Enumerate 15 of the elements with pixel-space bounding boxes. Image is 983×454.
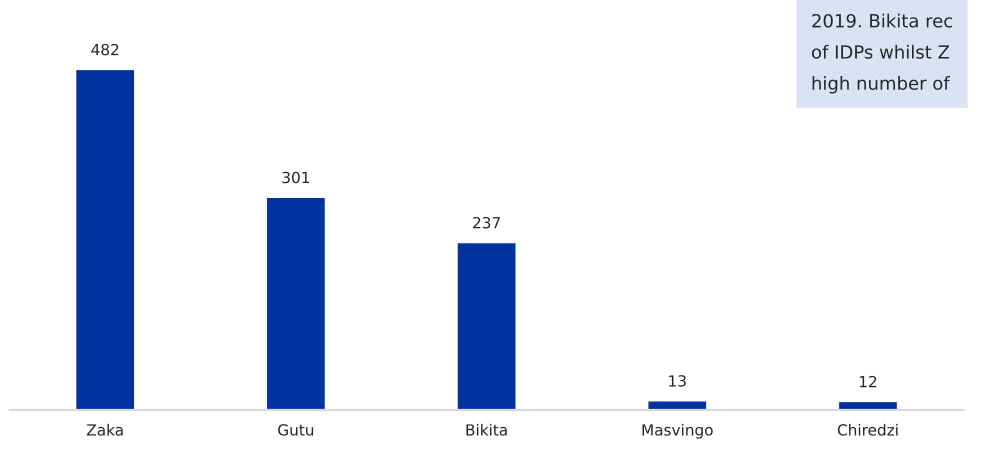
data-label: 301: [282, 172, 310, 184]
data-label: 482: [91, 44, 118, 56]
bar: [456, 242, 517, 410]
data-label: 12: [860, 376, 876, 388]
annotation: 2019. Bikita rec of IDPs whilst Z high number of: [812, 14, 952, 94]
x-tick-label: Chiredzi: [838, 424, 898, 436]
data-label: 237: [473, 216, 500, 228]
x-tick-label: Masvingo: [642, 424, 713, 439]
bar: [647, 400, 708, 410]
x-tick-label: Gutu: [278, 424, 314, 436]
x-tick-label: Zaka: [86, 424, 123, 436]
bar: [266, 196, 326, 410]
x-tick-label: Bikita: [466, 424, 507, 436]
data-label: 13: [669, 375, 686, 387]
bar: [74, 68, 136, 410]
